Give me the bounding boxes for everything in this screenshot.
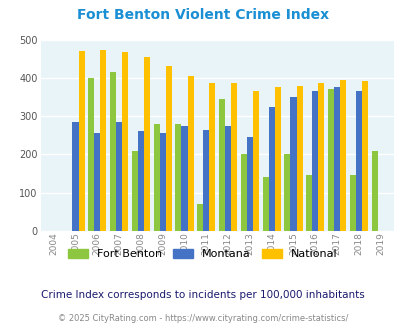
Bar: [218, 99, 224, 231]
Bar: [246, 137, 252, 231]
Bar: [327, 89, 333, 231]
Bar: [268, 107, 274, 231]
Bar: [144, 57, 150, 231]
Bar: [296, 86, 302, 231]
Bar: [361, 81, 367, 231]
Bar: [230, 83, 237, 231]
Bar: [175, 124, 181, 231]
Text: Fort Benton Violent Crime Index: Fort Benton Violent Crime Index: [77, 8, 328, 22]
Bar: [100, 50, 106, 231]
Bar: [159, 133, 165, 231]
Bar: [339, 80, 345, 231]
Bar: [72, 122, 78, 231]
Text: Crime Index corresponds to incidents per 100,000 inhabitants: Crime Index corresponds to incidents per…: [41, 290, 364, 300]
Bar: [262, 178, 268, 231]
Text: © 2025 CityRating.com - https://www.cityrating.com/crime-statistics/: © 2025 CityRating.com - https://www.city…: [58, 314, 347, 323]
Bar: [355, 91, 361, 231]
Bar: [240, 154, 246, 231]
Bar: [94, 133, 100, 231]
Bar: [138, 131, 144, 231]
Bar: [252, 90, 258, 231]
Bar: [116, 122, 122, 231]
Bar: [333, 87, 339, 231]
Legend: Fort Benton, Montana, National: Fort Benton, Montana, National: [64, 244, 341, 263]
Bar: [371, 150, 377, 231]
Bar: [224, 126, 230, 231]
Bar: [181, 126, 187, 231]
Bar: [153, 124, 159, 231]
Bar: [274, 87, 280, 231]
Bar: [122, 52, 128, 231]
Bar: [284, 154, 290, 231]
Bar: [318, 83, 324, 231]
Bar: [165, 66, 171, 231]
Bar: [78, 51, 84, 231]
Bar: [305, 176, 311, 231]
Bar: [209, 83, 215, 231]
Bar: [197, 204, 203, 231]
Bar: [110, 72, 116, 231]
Bar: [349, 176, 355, 231]
Bar: [88, 78, 94, 231]
Bar: [203, 130, 209, 231]
Bar: [311, 91, 318, 231]
Bar: [290, 97, 296, 231]
Bar: [131, 150, 138, 231]
Bar: [187, 76, 193, 231]
